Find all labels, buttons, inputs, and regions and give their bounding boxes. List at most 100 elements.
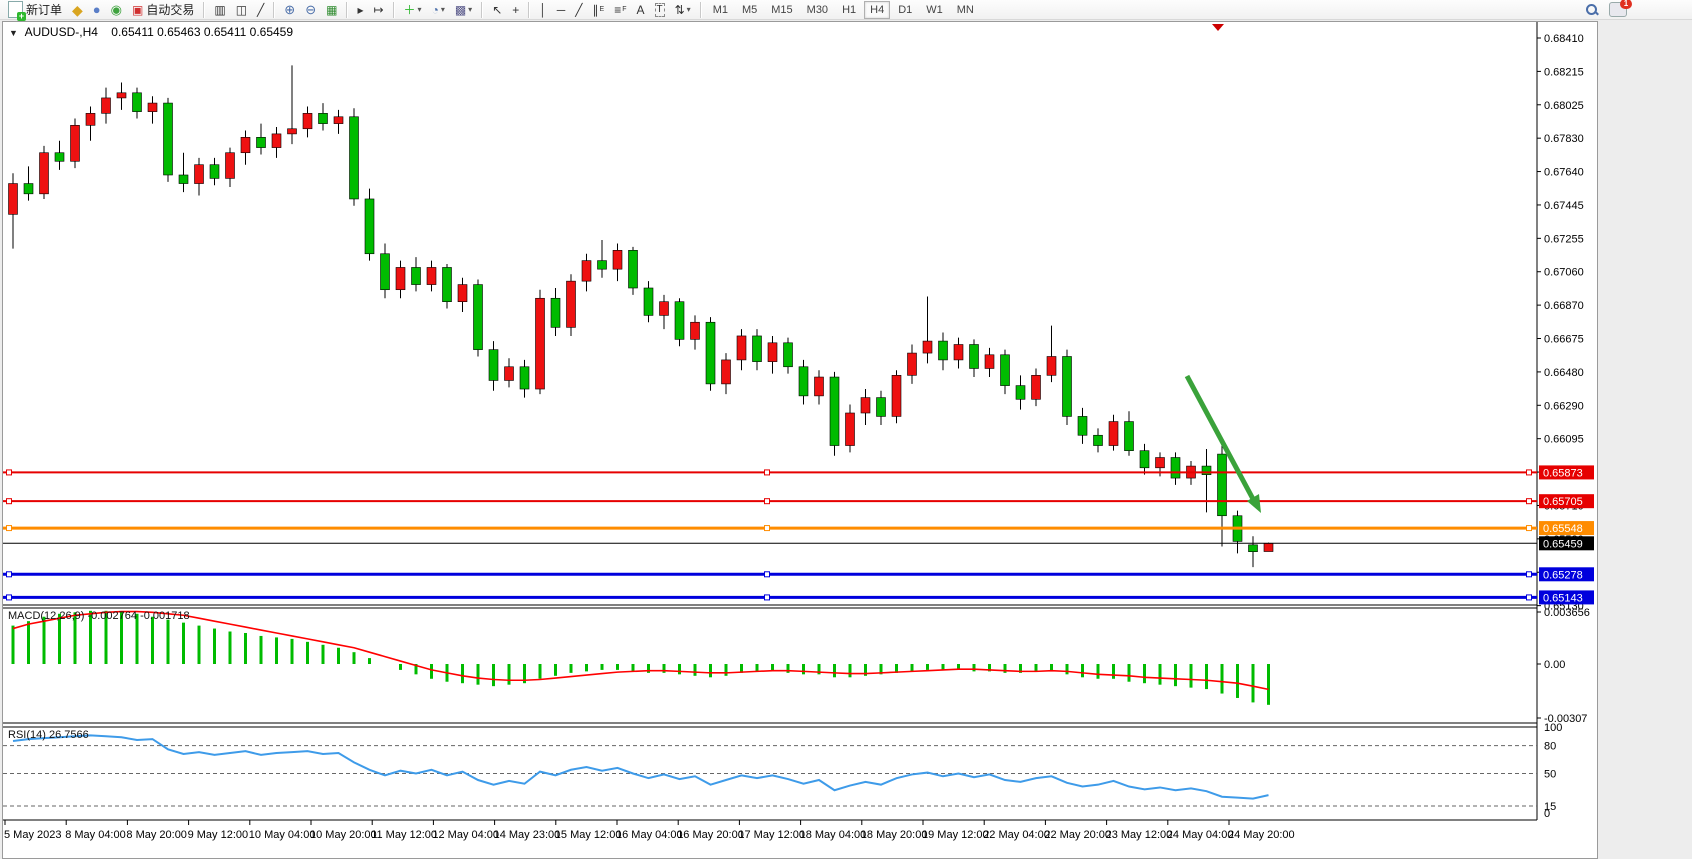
search-button[interactable] [1581, 0, 1603, 20]
price-axis-tick: 0.66095 [1544, 434, 1584, 446]
time-axis-label: 12 May 04:00 [432, 829, 499, 841]
line-anchor-handle[interactable] [1526, 498, 1532, 505]
rsi-axis-tick: 0 [1544, 808, 1550, 820]
line-anchor-handle[interactable] [1526, 469, 1532, 476]
zoom-in-button[interactable]: ⊕ [280, 0, 299, 20]
chevron-down-icon: ▾ [468, 5, 473, 14]
line-anchor-handle[interactable] [764, 498, 770, 505]
trendline-tool-button[interactable]: ╱ [571, 0, 586, 20]
time-axis-label: 23 May 12:00 [1106, 829, 1173, 841]
line-anchor-handle[interactable] [1526, 571, 1532, 578]
price-line-label [1539, 590, 1594, 605]
price-axis-tick: 0.68025 [1544, 100, 1584, 112]
separator [528, 1, 531, 18]
timeframe-button-w1[interactable]: W1 [926, 3, 943, 16]
horizontal-line-tool-button[interactable]: ─ [553, 0, 570, 20]
macd-axis-tick: 0.003656 [1544, 607, 1590, 619]
chat-icon: 1 [1609, 0, 1632, 17]
time-axis-label: 10 May 20:00 [310, 829, 377, 841]
line-anchor-handle[interactable] [764, 594, 770, 601]
timeframe-button-m30[interactable]: M30 [806, 3, 829, 16]
time-axis-label: 18 May 20:00 [861, 829, 928, 841]
price-line-label-text: 0.65705 [1543, 496, 1583, 508]
new-order-icon: + [8, 1, 26, 21]
chart-canvas[interactable]: 0.68410 0.68215 0.68025 0.67830 0.67640 0.674… [3, 22, 1595, 856]
rsi-line [12, 734, 1269, 800]
price-line-label [1539, 494, 1594, 509]
chat-button[interactable]: 1 [1605, 0, 1632, 20]
chart-shift-icon: ↦ [373, 2, 384, 17]
price-line-label-text: 0.65143 [1543, 592, 1583, 604]
profile-button[interactable]: ● [89, 0, 105, 20]
timeframe-button-d1[interactable]: D1 [898, 3, 913, 16]
separator [481, 1, 484, 18]
crosshair-tool-button[interactable]: + [508, 0, 523, 20]
price-axis-tick: 0.67060 [1544, 267, 1584, 279]
tile-windows-button[interactable]: ▦ [322, 0, 341, 20]
chevron-down-icon[interactable]: ▼ [9, 28, 18, 38]
price-axis-tick: 0.66480 [1544, 367, 1584, 379]
auto-trading-button[interactable]: ▣ 自动交易 [128, 0, 198, 20]
timeframe-button-mn[interactable]: MN [956, 3, 974, 16]
rsi-axis-tick: 80 [1544, 741, 1556, 753]
line-chart-button[interactable]: ╱ [253, 0, 268, 20]
zoom-out-button[interactable]: ⊖ [301, 0, 320, 20]
price-line-label [1539, 465, 1594, 480]
vertical-line-tool-button[interactable]: │ [535, 0, 551, 20]
line-anchor-handle[interactable] [6, 525, 12, 532]
cursor-tool-button[interactable]: ↖ [488, 0, 506, 20]
line-anchor-handle[interactable] [6, 594, 12, 601]
arrows-tool-button[interactable]: ⇅ ▾ [671, 0, 695, 20]
fibonacci-tool-button[interactable]: ≡ F [610, 0, 630, 20]
zoom-in-icon: ⊕ [284, 1, 296, 17]
line-anchor-handle[interactable] [1526, 594, 1532, 601]
line-anchor-handle[interactable] [1526, 525, 1532, 532]
price-axis-tick: 0.67830 [1544, 133, 1584, 145]
text-label-tool-button[interactable]: T [651, 0, 669, 20]
period-button[interactable]: ◔ ▾ [428, 0, 449, 20]
rsi-axis-tick: 15 [1544, 801, 1556, 813]
price-axis-tick: 0.68215 [1544, 66, 1584, 78]
line-anchor-handle[interactable] [6, 571, 12, 578]
separator [699, 1, 702, 18]
metaeditor-button[interactable]: ◆ [68, 0, 87, 20]
chart-shift-marker[interactable] [1212, 24, 1224, 31]
timeframe-button-m5[interactable]: M5 [741, 3, 758, 16]
metaeditor-icon: ◆ [72, 1, 83, 18]
profile-icon: ● [92, 1, 101, 17]
channel-sub-label: E [599, 6, 605, 13]
candles [8, 65, 1274, 568]
timeframe-button-m15[interactable]: M15 [771, 3, 793, 16]
time-axis-label: 24 May 04:00 [1167, 829, 1234, 841]
price-line-label [1539, 536, 1594, 551]
timeframe-button-m1[interactable]: M1 [712, 3, 728, 16]
rsi-axis-tick: 50 [1544, 769, 1556, 781]
line-anchor-handle[interactable] [6, 469, 12, 476]
period-icon: ◔ [431, 2, 439, 17]
symbol-period-label: AUDUSD-,H4 [24, 25, 98, 39]
time-axis-label: 17 May 12:00 [738, 829, 805, 841]
line-anchor-handle[interactable] [6, 498, 12, 505]
time-axis-label: 22 May 20:00 [1044, 829, 1111, 841]
fibonacci-icon: ≡ [614, 2, 622, 17]
price-line-label [1539, 521, 1594, 536]
line-anchor-handle[interactable] [764, 469, 770, 476]
bar-chart-button[interactable]: ▥ [210, 0, 229, 20]
channel-tool-button[interactable]: ∥ E [589, 0, 609, 20]
line-anchor-handle[interactable] [764, 525, 770, 532]
price-axis-tick: 0.66290 [1544, 400, 1584, 412]
line-anchor-handle[interactable] [764, 571, 770, 578]
price-line-label-text: 0.65278 [1543, 569, 1583, 581]
text-tool-button[interactable]: A [632, 0, 648, 20]
signals-button[interactable]: ◉ [107, 0, 126, 20]
chart-shift-button[interactable]: ↦ [369, 0, 387, 20]
trend-arrow-object[interactable] [1184, 374, 1256, 501]
candlestick-button[interactable]: ◫ [232, 0, 251, 20]
price-axis-tick: 0.67640 [1544, 167, 1584, 179]
timeframe-button-h1[interactable]: H1 [842, 3, 857, 16]
timeframe-button-h4[interactable]: H4 [864, 0, 891, 19]
new-chart-button[interactable]: ＋ ▾ [400, 0, 426, 20]
template-button[interactable]: ▩ ▾ [451, 0, 476, 20]
new-order-button[interactable]: + 新订单 [4, 0, 66, 21]
auto-scroll-button[interactable]: ▸ [353, 0, 367, 20]
